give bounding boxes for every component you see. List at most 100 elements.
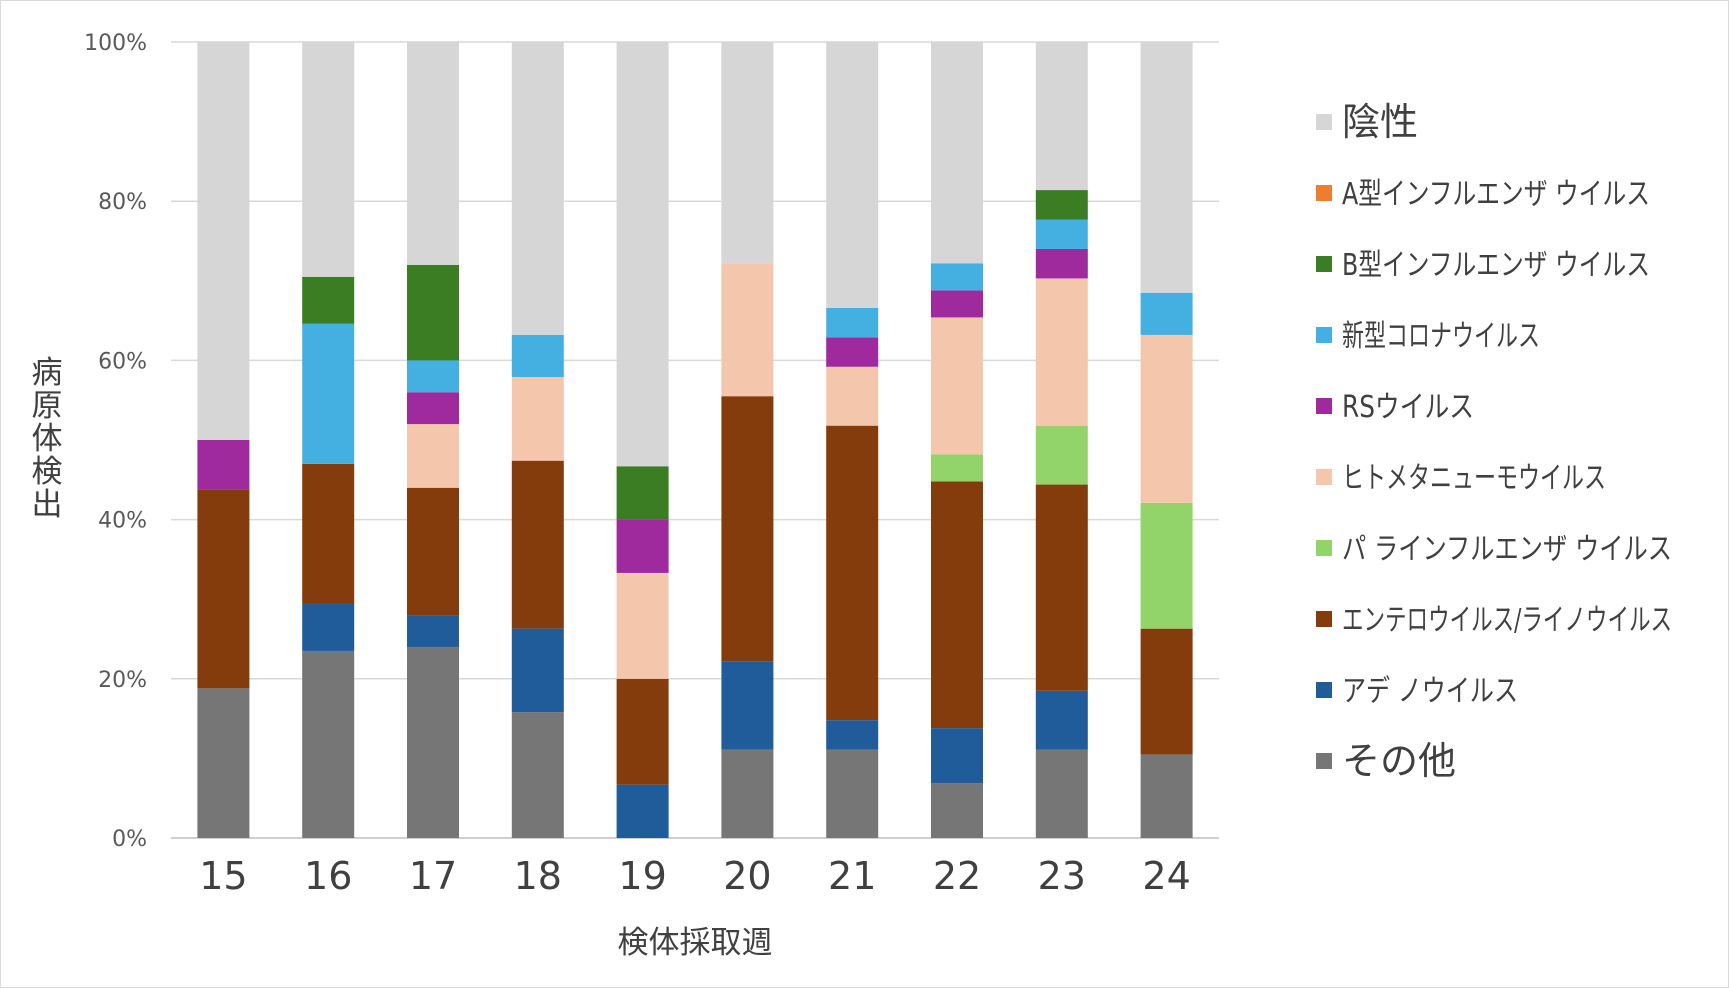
bar-segment <box>1035 42 1088 191</box>
bar-segment <box>1035 690 1088 750</box>
bar-segment <box>1035 425 1088 485</box>
y-tick-label: 60% <box>98 349 147 374</box>
bar-segment <box>511 460 564 629</box>
legend-label: B型インフルエンザ ウイルス <box>1342 248 1650 283</box>
bar-segment <box>721 263 774 397</box>
legend-swatch <box>1316 469 1332 485</box>
legend-swatch <box>1316 185 1332 201</box>
bar-segment <box>931 263 983 291</box>
bar-segment <box>1140 502 1193 629</box>
bar-segment <box>511 334 564 378</box>
x-tick-label: 21 <box>828 854 876 898</box>
bar-segment <box>302 276 355 324</box>
bar-segment <box>302 603 355 651</box>
bar-segment <box>511 628 564 713</box>
legend-label: 新型コロナウイルス <box>1342 319 1540 354</box>
legend-swatch <box>1316 682 1332 698</box>
bar-segment <box>826 366 879 426</box>
bars <box>197 42 1193 838</box>
x-tick-label: 23 <box>1038 854 1086 898</box>
legend-label: ヒトメタニューモウイルス <box>1342 461 1606 496</box>
legend-label: エンテロウイルス/ライノウイルス <box>1342 603 1672 638</box>
bar-segment <box>302 42 355 277</box>
x-tick-label: 18 <box>514 854 562 898</box>
bar-segment <box>616 519 669 573</box>
legend-label: 陰性 <box>1342 100 1418 144</box>
bar-segment <box>826 749 879 838</box>
x-tick-label: 17 <box>409 854 457 898</box>
bar-segment <box>197 42 250 440</box>
legend-label: その他 <box>1342 739 1456 783</box>
bar-segment <box>931 728 983 784</box>
bar-segment <box>721 42 774 264</box>
bar-segment <box>1035 484 1088 691</box>
bar-segment <box>1035 248 1088 279</box>
bar-segment <box>616 42 669 467</box>
y-tick-label: 80% <box>98 190 147 215</box>
bar-segment <box>721 396 774 662</box>
bar-segment <box>197 489 250 689</box>
bar-segment <box>407 646 459 838</box>
legend-label: A型インフルエンザ ウイルス <box>1342 177 1650 212</box>
bar-segment <box>616 784 669 838</box>
bar-segment <box>197 688 250 838</box>
y-tick-label: 100% <box>84 31 147 56</box>
bar-segment <box>1035 219 1088 249</box>
bar-segment <box>511 377 564 461</box>
bar-segment <box>407 615 459 647</box>
legend-swatch <box>1316 114 1332 130</box>
bar-segment <box>197 440 250 490</box>
bar-segment <box>721 661 774 750</box>
bar-segment <box>616 678 669 785</box>
x-tick-label: 19 <box>618 854 666 898</box>
bar-segment <box>826 337 879 367</box>
bar-segment <box>1035 278 1088 426</box>
bar-segment <box>1035 749 1088 838</box>
legend-label: パ ラインフルエンザ ウイルス <box>1342 532 1672 567</box>
legend-swatch <box>1316 611 1332 627</box>
bar-segment <box>931 42 983 264</box>
y-axis-title: 病原体検出 <box>32 355 63 523</box>
bar-segment <box>931 317 983 455</box>
y-tick-label: 0% <box>112 827 147 852</box>
bar-segment <box>1140 628 1193 755</box>
bar-segment <box>1140 754 1193 838</box>
bar-segment <box>826 307 879 338</box>
x-axis-title: 検体採取週 <box>618 925 773 961</box>
bar-segment <box>407 360 459 393</box>
bar-segment <box>1035 190 1088 220</box>
legend-swatch <box>1316 256 1332 272</box>
legend-label: アデ ノウイルス <box>1342 674 1518 709</box>
y-tick-label: 40% <box>98 509 147 534</box>
x-tick-label: 16 <box>304 854 352 898</box>
legend-label: RSウイルス <box>1342 390 1474 425</box>
bar-segment <box>407 264 459 361</box>
bar-segment <box>407 487 459 616</box>
axes: 0% 20% 40% 60% 80% 100% 15 16 17 18 19 20 21 22 23 24 病原… <box>32 31 1191 898</box>
bar-segment <box>511 42 564 335</box>
bar-segment <box>826 425 879 721</box>
bar-segment <box>1140 42 1193 293</box>
bar-segment <box>511 712 564 838</box>
bar-segment <box>826 720 879 750</box>
bar-segment <box>1140 292 1193 335</box>
bar-segment <box>302 463 355 604</box>
bar-segment <box>302 650 355 838</box>
bar-segment <box>826 42 879 308</box>
bar-segment <box>302 323 355 464</box>
legend-swatch <box>1316 398 1332 414</box>
legend-swatch <box>1316 753 1332 769</box>
legend-swatch <box>1316 540 1332 556</box>
x-tick-label: 22 <box>933 854 981 898</box>
bar-segment <box>721 749 774 838</box>
bar-segment <box>407 42 459 265</box>
bar-segment <box>931 454 983 482</box>
x-tick-label: 15 <box>199 854 247 898</box>
x-tick-label: 24 <box>1142 854 1190 898</box>
bar-segment <box>407 392 459 425</box>
bar-segment <box>616 466 669 520</box>
legend-swatch <box>1316 327 1332 343</box>
